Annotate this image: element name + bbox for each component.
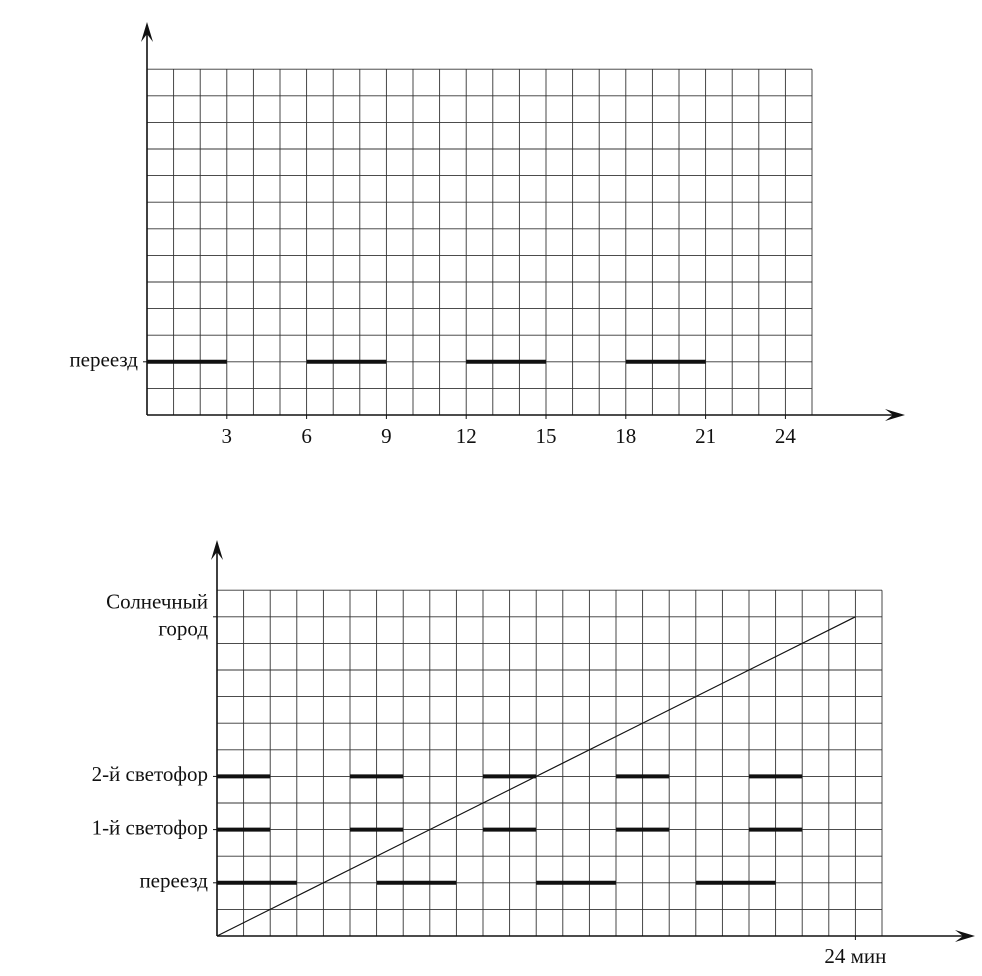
- row-label: переезд: [69, 348, 138, 372]
- x-tick-label: 6: [301, 424, 312, 448]
- x-tick-label: 12: [456, 424, 477, 448]
- x-tick-label: 15: [536, 424, 557, 448]
- x-tick-label: 9: [381, 424, 392, 448]
- row-label: Солнечный город: [106, 589, 208, 640]
- top-chart: 3 6 9 12 15 18 21 24 переезд: [69, 22, 905, 448]
- x-tick-label: 24 мин: [824, 944, 886, 968]
- y-axis-arrow: [211, 540, 223, 560]
- x-tick-label: 24: [775, 424, 797, 448]
- y-axis-arrow: [141, 22, 153, 42]
- motion-line: [216, 616, 856, 937]
- row-label: 1-й светофор: [92, 815, 208, 839]
- bottom-chart: 24 мин Солнечный город 2-й светофор 1-й свет…: [92, 540, 975, 968]
- row-label: переезд: [139, 869, 208, 893]
- x-tick-label: 3: [222, 424, 233, 448]
- row-label: 2-й светофор: [92, 762, 208, 786]
- x-axis-arrow: [955, 930, 975, 942]
- x-tick-label: 18: [615, 424, 636, 448]
- x-axis-arrow: [885, 409, 905, 421]
- x-tick-label: 21: [695, 424, 716, 448]
